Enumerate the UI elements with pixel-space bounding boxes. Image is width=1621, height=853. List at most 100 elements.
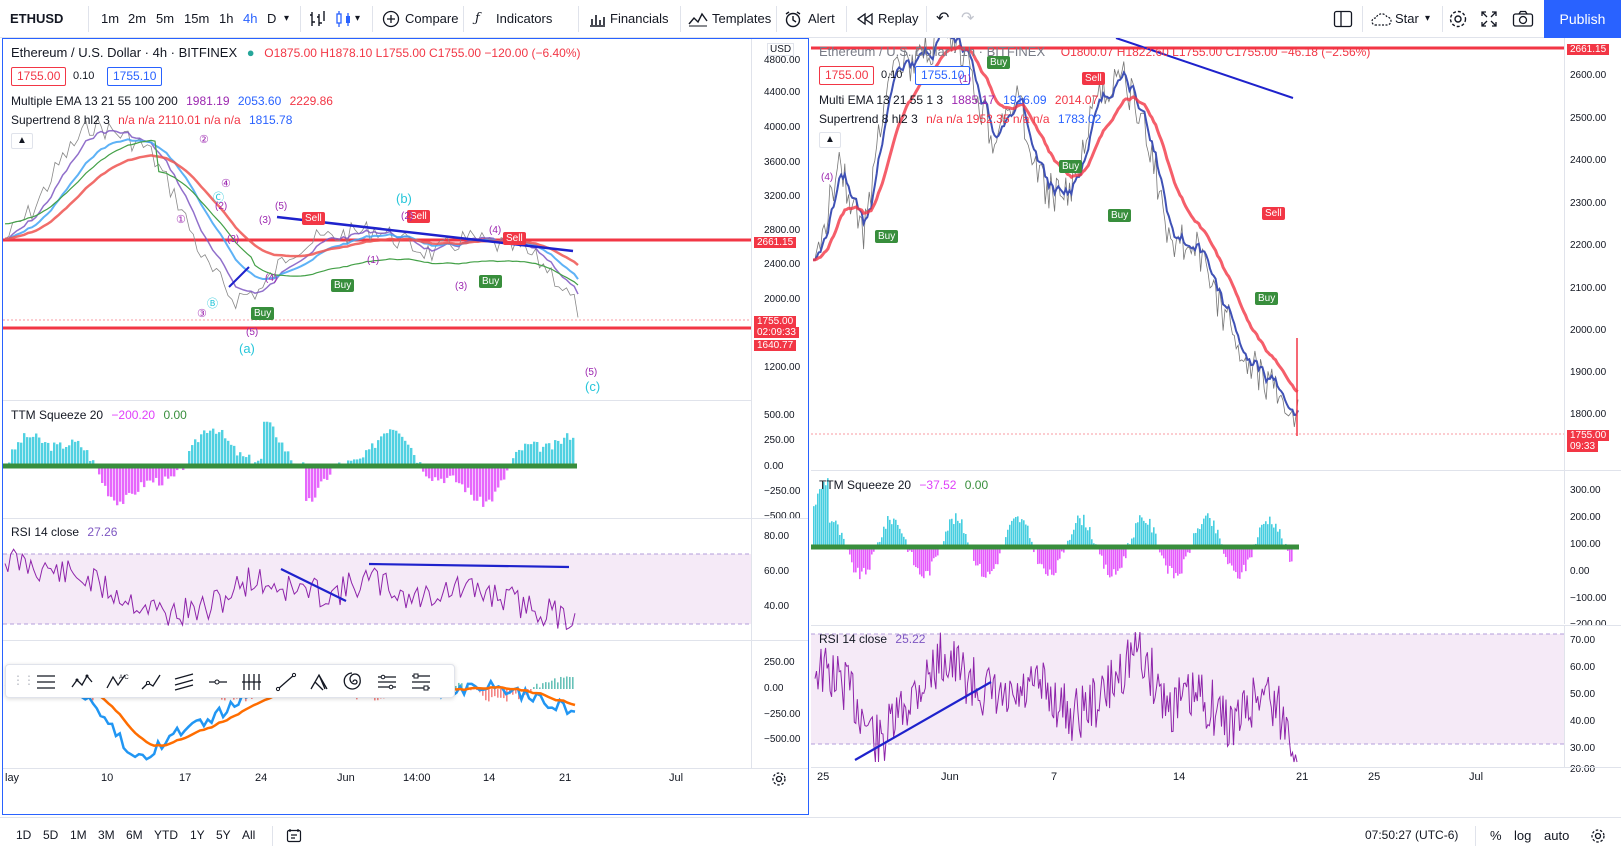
trend-line-icon[interactable]: [274, 671, 298, 693]
rsi-legend[interactable]: RSI 14 close 27.26: [11, 525, 117, 539]
right-ttm-pane[interactable]: [811, 471, 1564, 624]
horizontal-lines-icon[interactable]: [34, 671, 58, 693]
right-time-axis[interactable]: 25 Jun 7 14 21 25 Jul: [811, 768, 1564, 788]
indicators-button[interactable]: Indicators: [496, 0, 552, 38]
replay-rewind-icon[interactable]: [856, 11, 874, 27]
supertrend-legend[interactable]: Supertrend 8 hl2 3 n/a n/a 1952.35 n/a n…: [819, 112, 1101, 126]
collapse-legend-button[interactable]: ▲: [819, 132, 841, 148]
gear-icon[interactable]: [771, 771, 787, 787]
symbol-search[interactable]: ETHUSD: [10, 0, 63, 38]
right-rsi-pane[interactable]: [811, 626, 1564, 767]
histogram-bar: [1167, 547, 1169, 574]
macd-axis[interactable]: 250.00 0.00 −250.00 −500.00: [751, 641, 808, 768]
interval-1m[interactable]: 1m: [101, 0, 119, 38]
function-icon[interactable]: ƒ: [475, 0, 480, 38]
camera-icon[interactable]: [1512, 10, 1534, 28]
range-6M[interactable]: 6M: [126, 818, 143, 853]
histogram-bar: [1245, 547, 1247, 571]
auto-scale-toggle[interactable]: auto: [1544, 818, 1569, 853]
fib-spiral-icon[interactable]: [341, 671, 365, 693]
histogram-bar: [545, 444, 547, 466]
drag-handle-icon[interactable]: ⋮⋮: [12, 673, 34, 687]
path-icon[interactable]: [139, 671, 163, 693]
left-time-axis[interactable]: lay 10 17 24 Jun 14:00 14 21 Jul: [3, 769, 751, 789]
publish-button[interactable]: Publish: [1544, 0, 1621, 38]
interval-D[interactable]: D: [267, 0, 276, 38]
divider: [1475, 826, 1476, 846]
range-1Y[interactable]: 1Y: [190, 818, 205, 853]
pitchfork-icon[interactable]: [308, 671, 332, 693]
projection-icon[interactable]: [409, 671, 433, 693]
range-5D[interactable]: 5D: [43, 818, 58, 853]
interval-15m[interactable]: 15m: [184, 0, 209, 38]
gear-icon[interactable]: [1448, 9, 1468, 29]
vertical-lines-icon[interactable]: [239, 671, 263, 693]
left-chart-panel[interactable]: Ethereum / U.S. Dollar · 4h · BITFINEX ●…: [2, 38, 809, 815]
bar-chart-type-icon[interactable]: [308, 9, 328, 29]
buy-price-button[interactable]: 1755.10: [107, 67, 162, 86]
range-3M[interactable]: 3M: [98, 818, 115, 853]
rsi-label: RSI 14 close: [819, 632, 887, 646]
price-line-tag: 2661.15: [754, 237, 796, 248]
supertrend-legend[interactable]: Supertrend 8 hl2 3 n/a n/a 2110.01 n/a n…: [11, 113, 292, 127]
undo-icon[interactable]: ↶: [936, 0, 949, 38]
ttm-axis[interactable]: 300.00 200.00 100.00 0.00 −100.00 −200.0…: [1564, 471, 1621, 624]
parallel-channel-icon[interactable]: [172, 671, 196, 693]
histogram-bar: [377, 440, 379, 466]
financials-icon[interactable]: [588, 11, 606, 27]
redo-icon[interactable]: ↷: [961, 0, 974, 38]
right-price-axis[interactable]: 2600.00 2500.00 2400.00 2300.00 2200.00 …: [1564, 38, 1621, 470]
range-5Y[interactable]: 5Y: [216, 818, 231, 853]
price-tick: 2000.00: [1570, 325, 1606, 336]
ema-legend[interactable]: Multi EMA 13 21 55 1 3 1885.17 1916.09 2…: [819, 93, 1098, 107]
layout-split-icon[interactable]: [1333, 10, 1353, 28]
replay-button[interactable]: Replay: [878, 0, 918, 38]
interval-1h[interactable]: 1h: [219, 0, 233, 38]
abcd-pattern-icon[interactable]: A C: [105, 671, 129, 693]
histogram-bar: [1023, 520, 1025, 547]
interval-2m[interactable]: 2m: [128, 0, 146, 38]
percent-scale-toggle[interactable]: %: [1490, 818, 1502, 853]
compare-button[interactable]: Compare: [405, 0, 458, 38]
sell-price-button[interactable]: 1755.00: [11, 67, 66, 86]
left-macd-pane[interactable]: [3, 641, 753, 768]
cloud-icon[interactable]: [1370, 11, 1392, 27]
clock-timezone[interactable]: 07:50:27 (UTC-6): [1365, 818, 1458, 853]
right-chart-panel[interactable]: Ethereum / U.S. Dollar · 1h · BITFINEX O…: [811, 38, 1621, 815]
templates-button[interactable]: Templates: [712, 0, 771, 38]
date-range-icon[interactable]: [286, 828, 302, 843]
log-scale-toggle[interactable]: log: [1514, 818, 1531, 853]
fullscreen-icon[interactable]: [1480, 10, 1498, 28]
range-1M[interactable]: 1M: [70, 818, 87, 853]
chevron-down-icon[interactable]: ▾: [355, 0, 360, 38]
histogram-bar: [560, 677, 562, 689]
position-tool-icon[interactable]: [375, 671, 399, 693]
fib-pattern-icon[interactable]: [70, 671, 94, 693]
candlestick-icon[interactable]: [334, 9, 354, 29]
rsi-axis[interactable]: 80.00 60.00 40.00: [751, 519, 808, 640]
rsi-axis[interactable]: 70.00 60.00 50.00 40.00 30.00 20.00: [1564, 626, 1621, 767]
gear-icon[interactable]: [1590, 828, 1606, 844]
ttm-axis[interactable]: 500.00 250.00 0.00 −250.00 −500.00: [751, 400, 808, 518]
ema-legend[interactable]: Multiple EMA 13 21 55 100 200 1981.19 20…: [11, 94, 333, 108]
chevron-down-icon[interactable]: ▾: [1425, 0, 1430, 38]
alert-button[interactable]: Alert: [808, 0, 835, 38]
alarm-clock-icon[interactable]: [784, 10, 802, 28]
compare-plus-icon[interactable]: [382, 10, 400, 28]
ttm-legend[interactable]: TTM Squeeze 20 −200.20 0.00: [11, 408, 187, 422]
left-price-axis[interactable]: USD 4800.00 4400.00 4000.00 3600.00 3200…: [751, 39, 808, 411]
sell-price-button[interactable]: 1755.00: [819, 66, 874, 85]
financials-button[interactable]: Financials: [610, 0, 669, 38]
horizontal-ray-icon[interactable]: [206, 671, 230, 693]
interval-5m[interactable]: 5m: [156, 0, 174, 38]
range-All[interactable]: All: [242, 818, 255, 853]
range-YTD[interactable]: YTD: [154, 818, 178, 853]
chevron-down-icon[interactable]: ▾: [284, 0, 289, 38]
rsi-legend[interactable]: RSI 14 close 25.22: [819, 632, 925, 646]
layout-name[interactable]: Star: [1395, 0, 1419, 38]
templates-icon[interactable]: [688, 11, 708, 27]
collapse-legend-button[interactable]: ▲: [11, 133, 33, 149]
interval-4h[interactable]: 4h: [243, 0, 257, 38]
ttm-legend[interactable]: TTM Squeeze 20 −37.52 0.00: [819, 478, 988, 492]
range-1D[interactable]: 1D: [16, 818, 31, 853]
